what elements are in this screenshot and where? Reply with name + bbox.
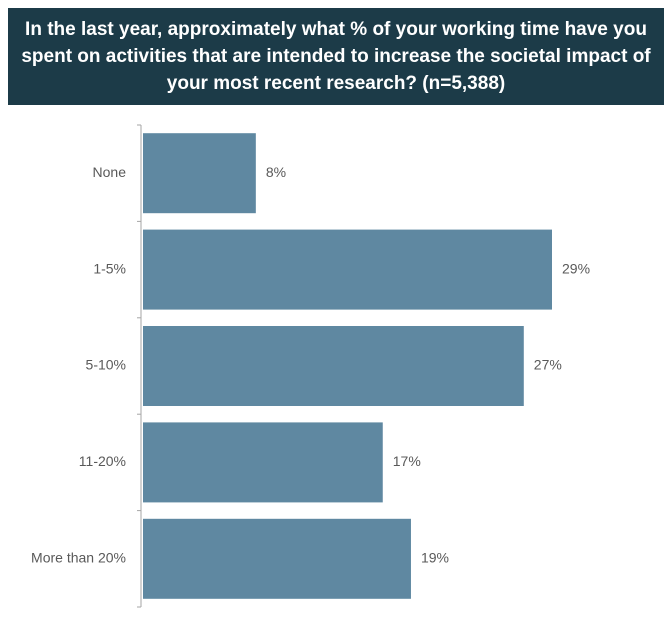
bar bbox=[143, 422, 383, 503]
bar bbox=[143, 133, 256, 214]
y-tick-label: 1-5% bbox=[93, 260, 126, 276]
y-tick-label: More than 20% bbox=[31, 550, 126, 566]
bar bbox=[143, 326, 524, 406]
value-label: 19% bbox=[421, 550, 449, 566]
bar bbox=[143, 229, 552, 310]
chart-title: In the last year, approximately what % o… bbox=[8, 8, 664, 105]
y-tick-label: 5-10% bbox=[86, 357, 126, 373]
y-tick-label: 11-20% bbox=[79, 453, 126, 469]
value-label: 17% bbox=[393, 453, 421, 469]
value-label: 29% bbox=[562, 260, 590, 276]
value-label: 8% bbox=[266, 164, 286, 180]
bar bbox=[143, 518, 411, 599]
value-label: 27% bbox=[534, 357, 562, 373]
y-tick-label: None bbox=[93, 164, 127, 180]
